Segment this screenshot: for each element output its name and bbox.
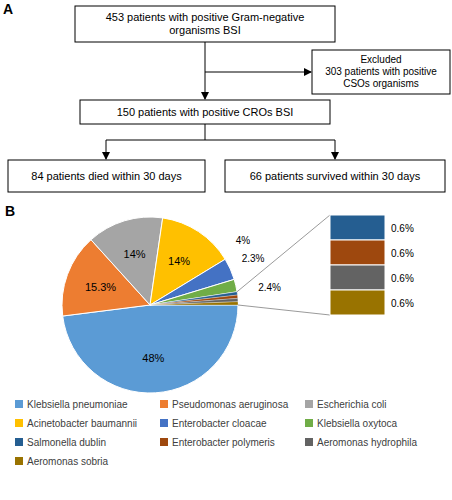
node-text: CSOs organisms [343,78,419,89]
pie-slice [150,302,238,305]
data-label: 0.6% [391,298,414,309]
data-label: 0.6% [391,273,414,284]
data-label: 48% [142,352,164,364]
node-text: organisms BSI [169,24,241,36]
flow-node: 150 patients with positive CROs BSI [80,100,330,124]
bar-segment [330,240,385,265]
legend-swatch [160,419,168,427]
pie-slice [150,292,237,305]
connector-line [238,305,330,315]
data-labels: 48% 15.3% 14% 14% 4% 2.3% 0.6% 0.6% 0.6% 0.6% 2.4% [85,223,414,364]
data-label: 2.3% [242,253,265,264]
legend-swatch [15,400,23,408]
legend-label: Pseudomonas aeruginosa [172,399,289,410]
figure: A 453 patients with positive Gram-negativ… [0,0,452,500]
bar-segment [330,215,385,240]
connector [205,42,206,99]
bar-segment [330,290,385,315]
flow-node: 453 patients with positive Gram-negative… [75,6,335,42]
data-label: 0.6% [391,223,414,234]
node-text: 66 patients survived within 30 days [250,170,421,182]
flow-node: 84 patients died within 30 days [8,160,205,192]
connector [205,124,206,140]
flow-node: Excluded303 patients with positiveCSOs o… [312,50,450,94]
legend-swatch [15,419,23,427]
node-text: Excluded [360,54,401,65]
connector [335,140,336,159]
panel-label: A [3,1,13,17]
legend-swatch [15,438,23,446]
legend-label: Salmonella dublin [27,437,106,448]
node-box [8,160,205,192]
legend-swatch [305,400,313,408]
connector [106,140,107,159]
legend-label: Escherichia coli [317,399,386,410]
legend-label: Enterobacter cloacae [172,418,267,429]
node-text: 84 patients died within 30 days [31,170,182,182]
legend-swatch [305,419,313,427]
node-text: 150 patients with positive CROs BSI [117,106,294,118]
panel-label: B [5,203,15,219]
node-box [312,50,450,94]
node-box [225,160,445,192]
node-text: 303 patients with positive [325,66,437,77]
legend: Klebsiella pneumoniae Pseudomonas aerugin… [15,399,417,467]
data-label: 0.6% [391,248,414,259]
data-label: 15.3% [85,281,116,293]
connector [205,72,311,73]
legend-swatch [160,438,168,446]
data-label: 4% [236,235,251,246]
connector-line [237,215,330,292]
legend-swatch [305,438,313,446]
legend-label: Klebsiella oxytoca [317,418,397,429]
data-label: 14% [168,255,190,267]
secondary-bar [330,215,385,315]
pie-slice [150,298,238,305]
bar-segment [330,265,385,290]
legend-label: Enterobacter polymeris [172,437,275,448]
pie-slice [150,295,238,305]
pie [62,217,238,393]
pie-slice [150,279,237,305]
pie-slice [63,305,238,393]
node-text: 453 patients with positive Gram-negative [106,11,305,23]
connector [106,140,335,141]
legend-swatch [15,457,23,465]
legend-swatch [160,400,168,408]
node-box [80,100,330,124]
legend-label: Acinetobacter baumannii [27,418,137,429]
node-box [75,6,335,42]
data-label: 14% [124,248,146,260]
legend-label: Aeromonas hydrophila [317,437,417,448]
flow-node: 66 patients survived within 30 days [225,160,445,192]
legend-label: Klebsiella pneumoniae [27,399,128,410]
annotation: 2.4% [258,282,281,293]
legend-label: Aeromonas sobria [27,456,109,467]
